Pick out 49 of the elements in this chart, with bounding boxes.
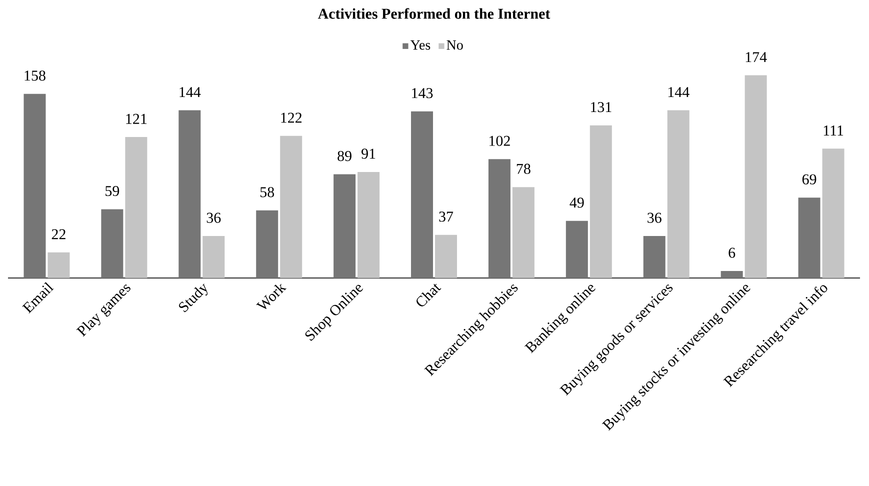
bar [435, 234, 457, 278]
bar [202, 236, 225, 278]
bar [798, 198, 820, 278]
data-label: 22 [52, 229, 66, 240]
bar [488, 159, 510, 278]
bar [643, 236, 666, 278]
data-label: 121 [126, 114, 147, 124]
bar [334, 174, 356, 278]
bar [720, 271, 743, 278]
data-label: 59 [106, 186, 120, 196]
data-label: 174 [746, 52, 767, 62]
bar [178, 110, 201, 278]
bar [512, 187, 534, 278]
data-label: 78 [516, 164, 530, 174]
data-label: 144 [668, 87, 690, 98]
legend-label: Yes [410, 40, 430, 50]
data-label: 58 [260, 187, 274, 198]
x-tick-label: Work [256, 284, 286, 310]
chart-title: Activities Performed on the Internet [318, 8, 550, 19]
legend-label: No [446, 40, 463, 50]
bar [125, 137, 148, 278]
data-label: 102 [490, 136, 510, 146]
bar [566, 220, 588, 278]
data-label: 131 [590, 102, 612, 112]
data-label: 37 [439, 212, 454, 222]
bar [667, 110, 690, 278]
data-label: 144 [180, 87, 201, 98]
bar [256, 210, 278, 278]
data-label: 6 [728, 248, 736, 258]
data-label: 89 [338, 150, 352, 162]
bar [411, 111, 434, 278]
data-label: 49 [570, 198, 584, 208]
bar [24, 94, 46, 278]
data-label: 122 [281, 112, 302, 123]
data-label: 143 [412, 88, 433, 98]
bar [358, 172, 380, 278]
data-label: 69 [802, 174, 816, 184]
data-label: 36 [648, 212, 662, 223]
bar [280, 136, 302, 278]
bar [48, 252, 70, 278]
bar [822, 148, 844, 278]
bar [744, 75, 767, 278]
data-label: 111 [824, 126, 844, 136]
data-label: 158 [24, 70, 46, 81]
bar [101, 209, 124, 278]
data-label: 91 [362, 148, 376, 159]
bar [590, 125, 612, 278]
data-label: 36 [206, 212, 221, 223]
x-tick-label: Chat [416, 284, 442, 306]
